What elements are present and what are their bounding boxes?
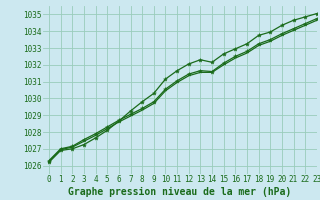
X-axis label: Graphe pression niveau de la mer (hPa): Graphe pression niveau de la mer (hPa): [68, 187, 292, 197]
